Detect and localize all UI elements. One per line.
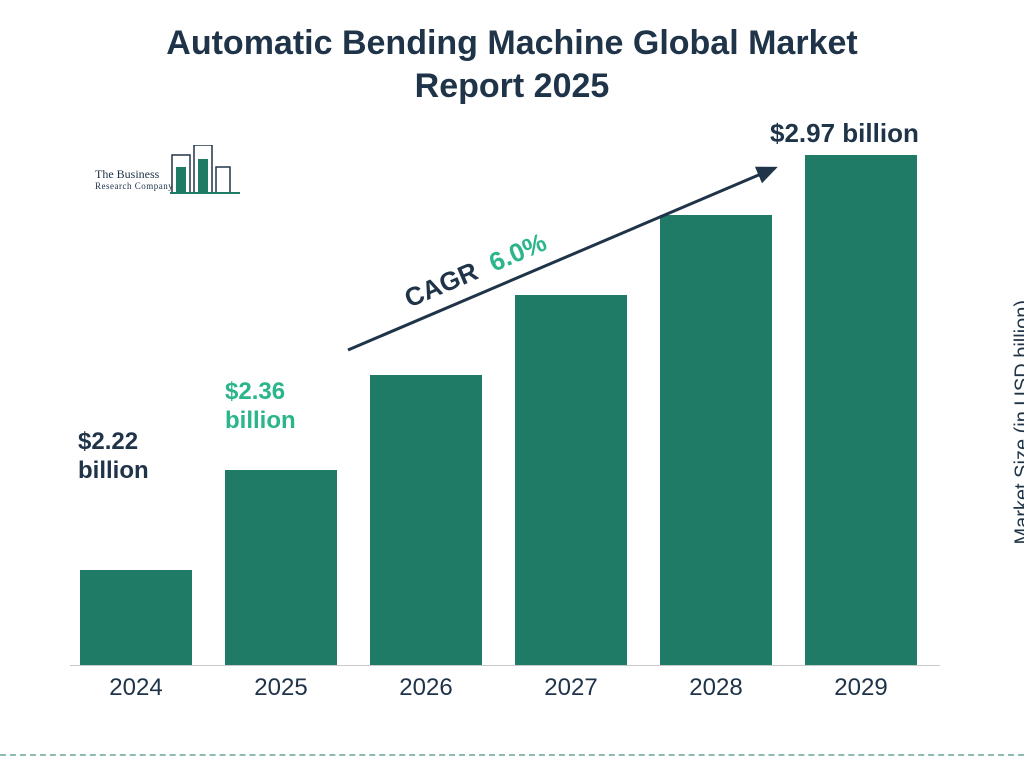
- xlabel-2028: 2028: [660, 674, 772, 702]
- title-line1: Automatic Bending Machine Global Market: [166, 24, 857, 62]
- cagr-value: 6.0%: [484, 227, 550, 278]
- data-label-2025: $2.36 billion: [225, 378, 296, 436]
- bar-2027: [515, 295, 627, 665]
- title-line2: Report 2025: [415, 67, 610, 105]
- data-label-2025-unit: billion: [225, 407, 296, 434]
- data-label-2024-unit: billion: [78, 457, 149, 484]
- bar-2025: [225, 470, 337, 665]
- y-axis-label: Market Size (in USD billion): [1012, 300, 1024, 545]
- xlabel-2029: 2029: [805, 674, 917, 702]
- chart-baseline: [70, 665, 940, 666]
- cagr-prefix: CAGR: [400, 256, 482, 314]
- data-label-2024-value: $2.22: [78, 428, 138, 455]
- xlabel-2027: 2027: [515, 674, 627, 702]
- bottom-dashed-line: [0, 754, 1024, 756]
- xlabel-2026: 2026: [370, 674, 482, 702]
- xlabel-2025: 2025: [225, 674, 337, 702]
- bar-2024: [80, 570, 192, 665]
- xlabel-2024: 2024: [80, 674, 192, 702]
- logo-line2: Research Company: [95, 181, 173, 192]
- buildings-icon: [170, 145, 240, 205]
- logo-text: The Business Research Company: [95, 167, 173, 192]
- data-label-2024: $2.22 billion: [78, 428, 149, 486]
- data-label-2029-text: $2.97 billion: [770, 118, 919, 148]
- logo-line1: The Business: [95, 167, 173, 181]
- data-label-2029: $2.97 billion: [770, 118, 919, 149]
- company-logo: The Business Research Company: [95, 145, 245, 215]
- chart-title: Automatic Bending Machine Global Market …: [0, 22, 1024, 107]
- bar-2026: [370, 375, 482, 665]
- bar-2029: [805, 155, 917, 665]
- bar-2028: [660, 215, 772, 665]
- data-label-2025-value: $2.36: [225, 378, 285, 405]
